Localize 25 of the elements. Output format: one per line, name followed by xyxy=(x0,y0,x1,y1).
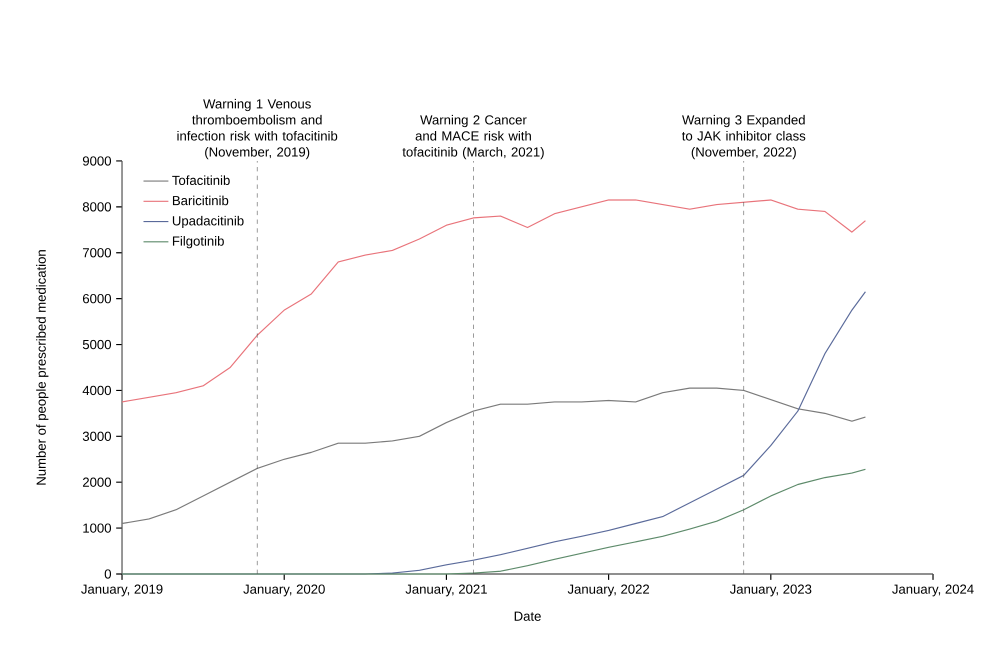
y-tick-label: 4000 xyxy=(82,386,112,396)
legend-label: Filgotinib xyxy=(172,236,224,248)
y-tick-label: 5000 xyxy=(82,340,112,350)
x-tick-label: January, 2021 xyxy=(406,584,487,596)
legend-label: Baricitinib xyxy=(172,196,228,206)
ref-line-label: Warning 2 Cancer and MACE risk with tofacitinib (March, 2021) xyxy=(402,114,544,160)
x-tick-label: January, 2022 xyxy=(568,584,650,596)
y-tick-label: 3000 xyxy=(82,432,112,441)
ref-line-label: Warning 1 Venous thromboembolism and infection risk with tofacitinib (November, 2019) xyxy=(177,98,338,160)
y-tick-label: 0 xyxy=(104,569,112,579)
ref-line-label: Warning 3 Expanded to JAK inhibitor class (November, 2022) xyxy=(682,114,806,160)
x-tick-label: January, 2019 xyxy=(81,584,162,596)
y-axis-title: Number of people prescribed medication xyxy=(36,250,48,485)
y-tick-label: 6000 xyxy=(82,294,112,304)
y-tick-label: 9000 xyxy=(82,156,112,166)
x-tick-label: January, 2020 xyxy=(243,584,325,596)
legend-label: Tofacitinib xyxy=(172,175,230,186)
legend-label: Upadacitinib xyxy=(172,216,244,228)
y-tick-label: 7000 xyxy=(82,248,112,258)
x-axis-title: Date xyxy=(514,612,541,621)
y-tick-label: 2000 xyxy=(82,478,112,487)
y-tick-label: 1000 xyxy=(83,523,112,533)
x-tick-label: January, 2024 xyxy=(892,584,974,596)
x-tick-label: January, 2023 xyxy=(730,584,812,596)
y-tick-label: 8000 xyxy=(82,202,112,212)
